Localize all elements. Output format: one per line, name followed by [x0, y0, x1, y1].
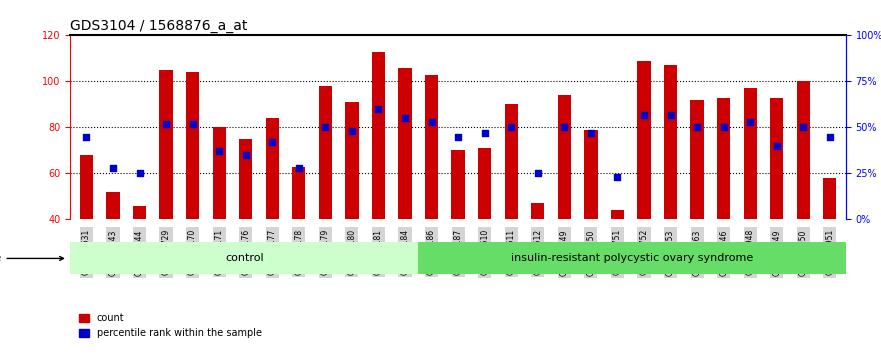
Text: insulin-resistant polycystic ovary syndrome: insulin-resistant polycystic ovary syndr…: [511, 253, 753, 263]
Point: [425, 119, 439, 125]
Point: [344, 128, 359, 134]
FancyBboxPatch shape: [70, 242, 418, 274]
Point: [372, 106, 386, 112]
Bar: [664, 65, 677, 312]
Bar: [159, 70, 173, 312]
Bar: [212, 127, 226, 312]
Point: [186, 121, 200, 127]
Point: [584, 130, 598, 136]
Point: [451, 134, 465, 139]
Text: GDS3104 / 1568876_a_at: GDS3104 / 1568876_a_at: [70, 19, 248, 33]
Point: [690, 125, 704, 130]
Bar: [770, 97, 783, 312]
Point: [637, 112, 651, 118]
Bar: [744, 88, 757, 312]
Point: [796, 125, 811, 130]
Point: [611, 174, 625, 180]
Bar: [372, 51, 385, 312]
Point: [265, 139, 279, 145]
Point: [398, 115, 412, 121]
Bar: [239, 139, 252, 312]
Point: [292, 165, 306, 171]
Text: disease state: disease state: [0, 253, 63, 263]
Bar: [451, 150, 465, 312]
Point: [239, 152, 253, 158]
Bar: [796, 81, 810, 312]
Point: [716, 125, 730, 130]
Bar: [717, 97, 730, 312]
Bar: [133, 206, 146, 312]
Point: [478, 130, 492, 136]
Bar: [292, 166, 306, 312]
Point: [79, 134, 93, 139]
Point: [770, 143, 784, 149]
Bar: [266, 118, 279, 312]
Point: [530, 171, 544, 176]
Point: [212, 149, 226, 154]
Bar: [186, 72, 199, 312]
Point: [663, 112, 677, 118]
Bar: [80, 155, 93, 312]
Bar: [823, 178, 836, 312]
Point: [558, 125, 572, 130]
FancyBboxPatch shape: [418, 242, 846, 274]
Bar: [505, 104, 518, 312]
Point: [318, 125, 332, 130]
Bar: [319, 86, 332, 312]
Bar: [531, 203, 544, 312]
Point: [159, 121, 173, 127]
Point: [106, 165, 120, 171]
Bar: [345, 102, 359, 312]
Bar: [398, 68, 411, 312]
Bar: [425, 75, 438, 312]
Bar: [107, 192, 120, 312]
Text: control: control: [225, 253, 263, 263]
Point: [504, 125, 518, 130]
Bar: [637, 61, 650, 312]
Bar: [558, 95, 571, 312]
Point: [744, 119, 758, 125]
Bar: [478, 148, 492, 312]
Point: [132, 171, 146, 176]
Point: [823, 134, 837, 139]
Bar: [691, 100, 704, 312]
Bar: [611, 210, 624, 312]
Legend: count, percentile rank within the sample: count, percentile rank within the sample: [76, 309, 265, 342]
Bar: [584, 130, 597, 312]
